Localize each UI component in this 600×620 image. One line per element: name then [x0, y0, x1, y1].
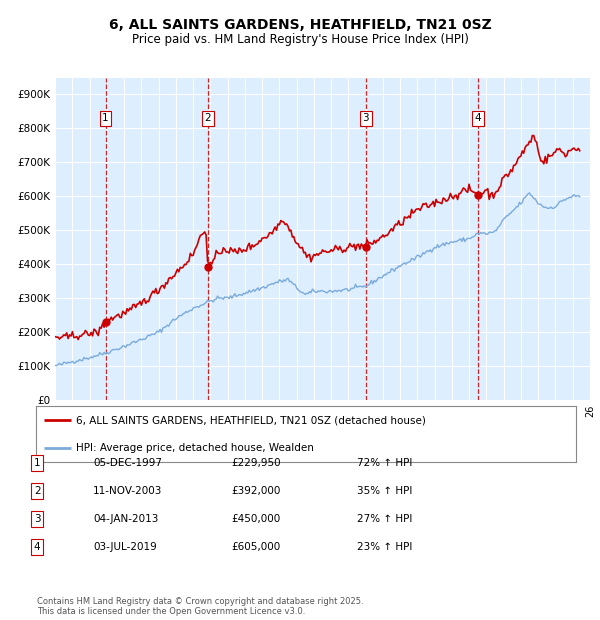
Text: 04-JAN-2013: 04-JAN-2013	[93, 514, 158, 524]
Text: £605,000: £605,000	[231, 542, 280, 552]
Text: 3: 3	[362, 113, 369, 123]
Text: 4: 4	[475, 113, 481, 123]
Text: 6, ALL SAINTS GARDENS, HEATHFIELD, TN21 0SZ: 6, ALL SAINTS GARDENS, HEATHFIELD, TN21 …	[109, 18, 491, 32]
Text: 11-NOV-2003: 11-NOV-2003	[93, 486, 163, 496]
Text: 03-JUL-2019: 03-JUL-2019	[93, 542, 157, 552]
Text: HPI: Average price, detached house, Wealden: HPI: Average price, detached house, Weal…	[77, 443, 314, 453]
Text: 1: 1	[102, 113, 109, 123]
Text: 4: 4	[34, 542, 41, 552]
Text: 1: 1	[34, 458, 41, 468]
Text: 3: 3	[34, 514, 41, 524]
Text: £450,000: £450,000	[231, 514, 280, 524]
Text: This data is licensed under the Open Government Licence v3.0.: This data is licensed under the Open Gov…	[37, 607, 305, 616]
Text: 6, ALL SAINTS GARDENS, HEATHFIELD, TN21 0SZ (detached house): 6, ALL SAINTS GARDENS, HEATHFIELD, TN21 …	[77, 415, 427, 425]
Text: Contains HM Land Registry data © Crown copyright and database right 2025.: Contains HM Land Registry data © Crown c…	[37, 597, 364, 606]
Text: Price paid vs. HM Land Registry's House Price Index (HPI): Price paid vs. HM Land Registry's House …	[131, 33, 469, 46]
Text: 27% ↑ HPI: 27% ↑ HPI	[357, 514, 412, 524]
Text: £392,000: £392,000	[231, 486, 280, 496]
Text: £229,950: £229,950	[231, 458, 281, 468]
Text: 05-DEC-1997: 05-DEC-1997	[93, 458, 162, 468]
Text: 23% ↑ HPI: 23% ↑ HPI	[357, 542, 412, 552]
Text: 72% ↑ HPI: 72% ↑ HPI	[357, 458, 412, 468]
Text: 35% ↑ HPI: 35% ↑ HPI	[357, 486, 412, 496]
Text: 2: 2	[34, 486, 41, 496]
Text: 2: 2	[205, 113, 211, 123]
